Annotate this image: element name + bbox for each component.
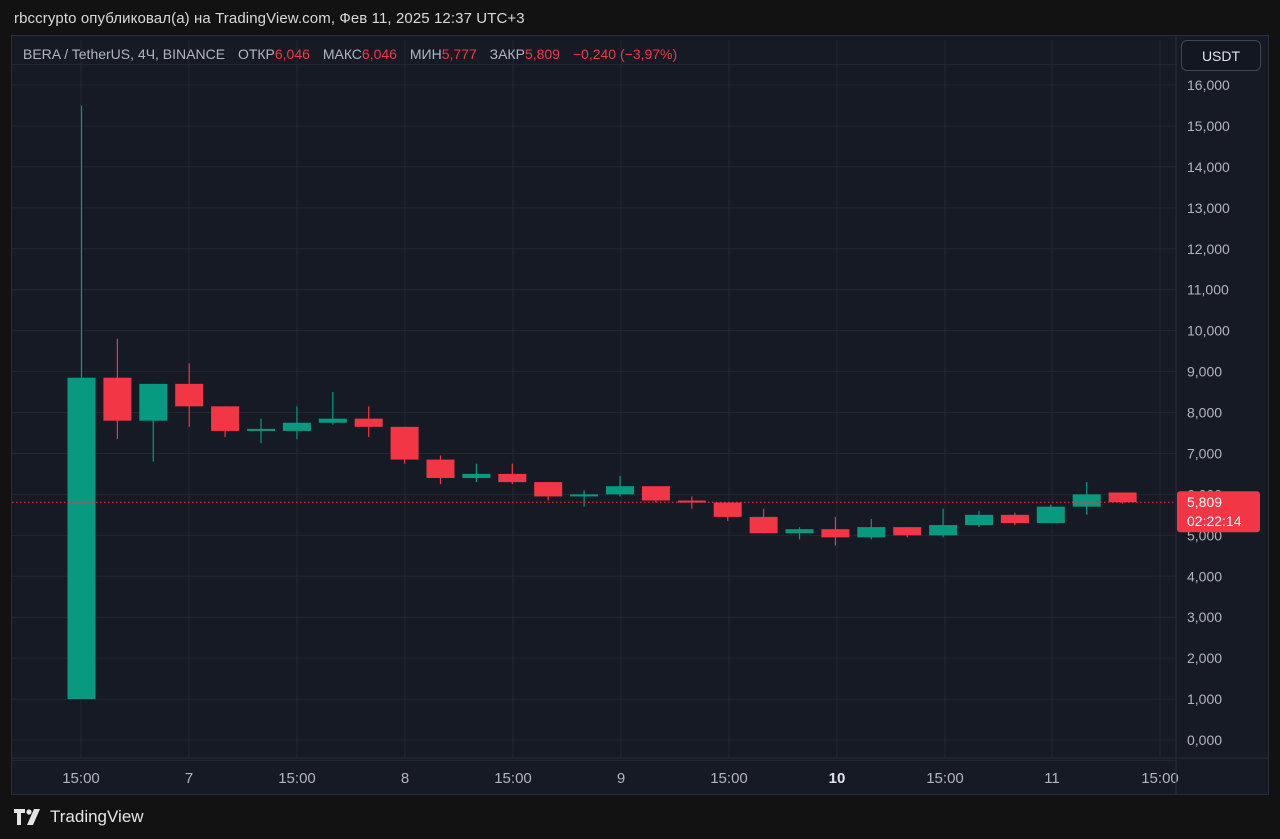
brand-name: TradingView <box>50 807 144 826</box>
candle-body-down <box>175 383 204 407</box>
y-tick-label: 8,000 <box>1187 405 1222 421</box>
last-price-value: 5,809 <box>1187 494 1222 510</box>
x-tick-label: 15:00 <box>494 770 532 787</box>
y-tick-label: 10,000 <box>1187 323 1230 339</box>
y-tick-label: 16,000 <box>1187 77 1230 93</box>
candle-body-up <box>67 377 96 700</box>
candle-body-up <box>1036 506 1065 524</box>
candle-body-down <box>1108 492 1137 503</box>
y-tick-label: 2,000 <box>1187 650 1222 666</box>
last-price-badge <box>1177 491 1260 533</box>
change-value: −0,240 (−3,97%) <box>572 46 678 62</box>
y-tick-label: 14,000 <box>1187 159 1230 175</box>
candle-body-down <box>641 486 670 501</box>
candle-body-down <box>103 377 132 421</box>
candle-body-up <box>1072 494 1101 507</box>
x-tick-label: 15:00 <box>62 770 100 787</box>
candle-body-up <box>857 527 886 538</box>
candle-body-up <box>139 383 168 421</box>
candle-body-down <box>498 473 527 483</box>
candle-body-up <box>318 418 347 423</box>
candle-body-up <box>606 486 634 495</box>
x-tick-label: 9 <box>617 770 625 787</box>
candle-body-up <box>282 422 311 431</box>
candle-body-up <box>462 473 491 478</box>
candle-body-down <box>677 500 706 503</box>
y-tick-label: 12,000 <box>1187 241 1230 257</box>
candle-body-down <box>713 502 742 517</box>
y-tick-label: 7,000 <box>1187 445 1222 461</box>
y-tick-label: 3,000 <box>1187 609 1222 625</box>
x-tick-label: 15:00 <box>278 770 316 787</box>
low-label: МИН <box>409 46 442 62</box>
y-tick-label: 1,000 <box>1187 691 1222 707</box>
ohlc-legend: BERA / TetherUS, 4Ч, BINANCE ОТКР6,046 М… <box>23 46 686 62</box>
x-tick-label: 11 <box>1044 770 1060 787</box>
candle-body-down <box>354 418 383 427</box>
last-price-countdown: 02:22:14 <box>1187 513 1242 529</box>
publish-header: rbccrypto опубликовал(а) на TradingView.… <box>14 10 525 27</box>
candle-body-down <box>749 516 778 534</box>
candle-body-down <box>893 527 922 536</box>
y-tick-label: 9,000 <box>1187 364 1222 380</box>
low-value: 5,777 <box>441 46 477 62</box>
open-label: ОТКР <box>237 46 275 62</box>
open-value: 6,046 <box>274 46 310 62</box>
currency-button[interactable]: USDT <box>1181 40 1261 71</box>
candle-body-down <box>426 459 455 478</box>
candle-body-down <box>534 482 563 497</box>
close-value: 5,809 <box>524 46 560 62</box>
close-label: ЗАКР <box>489 46 525 62</box>
candle-body-down <box>211 406 240 431</box>
candle-body-up <box>929 525 958 536</box>
x-tick-label: 15:00 <box>926 770 964 787</box>
y-tick-label: 11,000 <box>1187 282 1229 298</box>
tradingview-logo-icon <box>14 809 40 825</box>
candle-body-up <box>247 428 275 431</box>
candle-body-up <box>965 514 993 526</box>
x-tick-label: 10 <box>829 770 846 787</box>
x-tick-label: 8 <box>401 770 409 787</box>
y-tick-label: 4,000 <box>1187 568 1222 584</box>
candle-body-down <box>1000 514 1029 524</box>
high-label: МАКС <box>322 46 362 62</box>
y-tick-label: 13,000 <box>1187 200 1230 216</box>
x-tick-label: 7 <box>185 770 193 787</box>
candle-body-down <box>821 529 850 538</box>
y-tick-label: 15,000 <box>1187 118 1230 134</box>
y-tick-label: 0,000 <box>1187 732 1222 748</box>
candle-body-up <box>785 529 814 534</box>
x-tick-label: 15:00 <box>1141 770 1179 787</box>
x-tick-label: 15:00 <box>710 770 748 787</box>
high-value: 6,046 <box>361 46 397 62</box>
candle-body-down <box>390 426 419 460</box>
candle-body-up <box>570 494 599 497</box>
symbol-label[interactable]: BERA / TetherUS, 4Ч, BINANCE <box>23 46 226 62</box>
footer-branding: TradingView <box>14 807 144 827</box>
